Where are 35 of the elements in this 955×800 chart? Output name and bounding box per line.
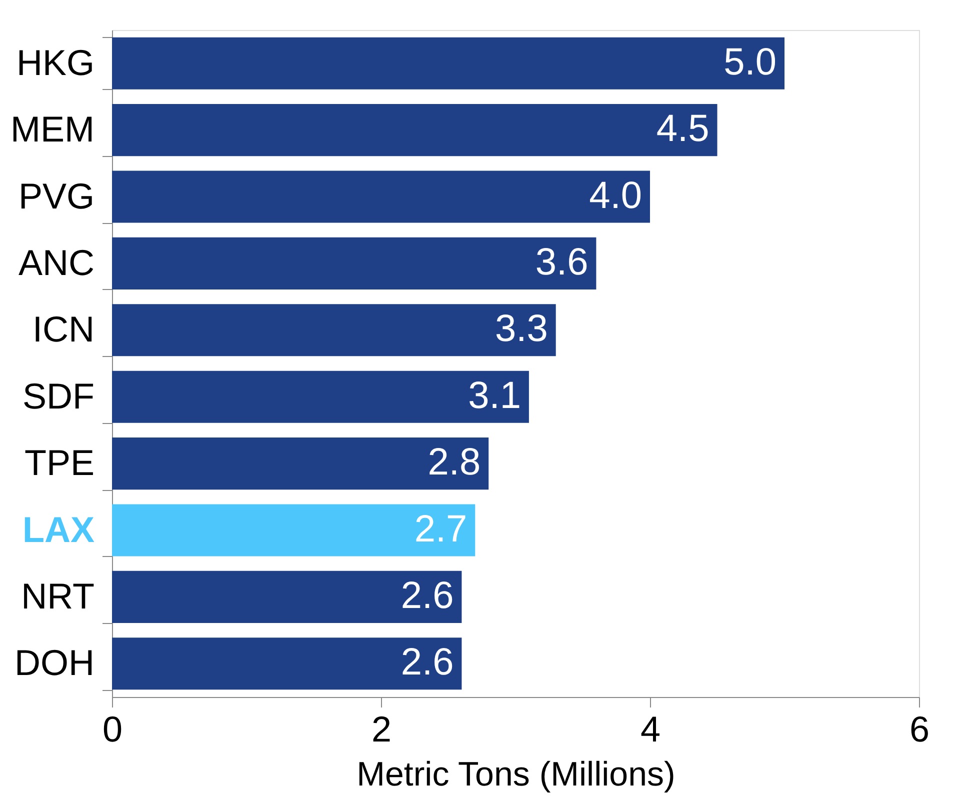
bar (112, 237, 596, 290)
data-label: 4.5 (656, 108, 710, 150)
y-tick-label: ANC (18, 242, 94, 283)
bar (112, 638, 462, 690)
x-tick-label: 6 (909, 708, 930, 750)
bar (112, 504, 476, 556)
data-label: 3.1 (468, 374, 521, 417)
data-label: 4.0 (589, 174, 642, 217)
bar (112, 37, 784, 90)
data-label: 2.6 (400, 642, 454, 684)
y-tick-label: PVG (18, 175, 94, 216)
data-label: 3.6 (535, 241, 588, 284)
y-tick-label: HKG (16, 42, 94, 83)
y-tick-label: DOH (14, 642, 94, 684)
data-label: 2.6 (400, 574, 454, 617)
data-label: 5.0 (724, 41, 776, 84)
x-tick-label: 2 (371, 708, 392, 750)
y-tick-label: TPE (24, 442, 94, 484)
data-label: 2.7 (414, 508, 468, 550)
x-tick-label: 4 (640, 708, 661, 750)
y-tick-label: SDF (22, 375, 94, 416)
bar (112, 570, 462, 623)
x-tick-label: 0 (102, 708, 123, 750)
y-tick-label: ICN (32, 308, 94, 350)
data-label: 2.8 (428, 442, 481, 484)
y-tick-label: NRT (21, 575, 94, 616)
y-tick-label: LAX (22, 508, 94, 550)
bar (112, 370, 529, 423)
y-tick-label: MEM (10, 108, 94, 150)
x-axis-title: Metric Tons (Millions) (356, 756, 676, 794)
bar (112, 104, 718, 156)
bar (112, 438, 489, 490)
bar (112, 170, 650, 223)
bar (112, 304, 556, 356)
data-label: 3.3 (495, 308, 548, 350)
